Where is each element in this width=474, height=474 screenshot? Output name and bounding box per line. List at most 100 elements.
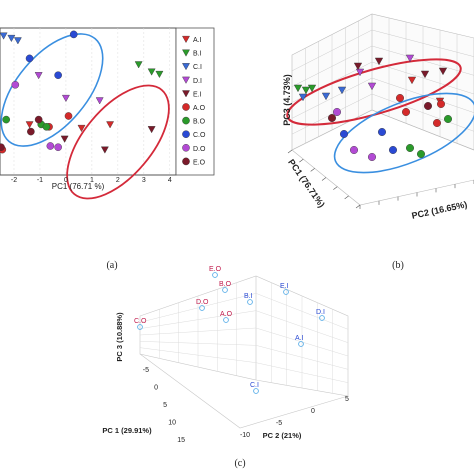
data-point bbox=[374, 57, 384, 66]
legend-label: B.O bbox=[193, 119, 206, 126]
data-point bbox=[100, 146, 109, 154]
x-tick-label: 15 bbox=[177, 437, 185, 444]
legend-marker bbox=[182, 103, 190, 111]
data-point bbox=[367, 82, 377, 91]
data-point bbox=[69, 30, 78, 39]
x-tick-label: 4 bbox=[168, 177, 172, 184]
data-point bbox=[319, 315, 325, 321]
data-point bbox=[328, 113, 337, 122]
data-point bbox=[368, 152, 377, 161]
x-tick-label: 2 bbox=[116, 177, 120, 184]
cluster-ellipse-red bbox=[66, 84, 170, 200]
legend-box bbox=[175, 27, 215, 176]
data-point bbox=[155, 70, 164, 79]
panel-c-z-axis-label: PC 3 (10.88%) bbox=[115, 312, 124, 362]
data-point bbox=[307, 84, 317, 93]
y-tick-label: -10 bbox=[240, 432, 250, 439]
data-point bbox=[54, 71, 62, 79]
data-point bbox=[350, 145, 359, 154]
data-point bbox=[298, 341, 304, 347]
panel-b: PC3 (4.73%) PC1 (76.71%) PC2 (16.65%) (b… bbox=[282, 13, 474, 271]
point-label: E.I bbox=[280, 283, 289, 290]
data-point bbox=[106, 121, 115, 129]
panel-c-caption: (c) bbox=[234, 458, 245, 469]
data-point bbox=[283, 289, 289, 295]
point-label: D.O bbox=[196, 299, 209, 306]
x-tick-label: -2 bbox=[11, 177, 17, 184]
data-point bbox=[301, 86, 311, 95]
x-tick-label: 10 bbox=[168, 420, 176, 427]
data-point bbox=[34, 72, 43, 80]
panel-b-x-axis-label: PC1 (76.71%) bbox=[286, 157, 327, 209]
legend-label: A.I bbox=[193, 37, 202, 44]
data-point bbox=[355, 68, 365, 77]
x-tick-label: 3 bbox=[142, 177, 146, 184]
data-point bbox=[253, 388, 259, 394]
panel-a-legend: A.I B.I C.I D.I E.I A.O B.O C.O D.O E.O bbox=[175, 27, 215, 176]
data-point bbox=[417, 149, 426, 158]
legend-marker bbox=[182, 76, 190, 84]
data-point bbox=[34, 115, 43, 124]
data-point bbox=[222, 287, 228, 293]
data-point bbox=[25, 121, 34, 129]
panel-a-caption: (a) bbox=[106, 260, 117, 271]
data-point bbox=[402, 107, 411, 116]
x-tick-label: -1 bbox=[37, 177, 43, 184]
data-point bbox=[337, 86, 347, 95]
data-point bbox=[77, 124, 86, 133]
panel-b-tick-marks bbox=[287, 149, 474, 209]
legend-marker bbox=[182, 90, 190, 98]
panel-a-x-axis-label: PC1 (76.71 %) bbox=[52, 182, 105, 191]
data-point bbox=[437, 99, 446, 108]
panel-a-x-ticks: -2 -1 0 1 2 3 4 bbox=[11, 177, 172, 184]
y-tick-label: -5 bbox=[276, 420, 282, 427]
data-point bbox=[0, 143, 5, 151]
data-point bbox=[321, 92, 331, 101]
panel-b-points bbox=[293, 54, 453, 161]
legend-label: E.O bbox=[193, 159, 206, 166]
panel-a: -2 -1 0 1 2 3 4 PC1 (76.71 %) A.IB.IC.ID.IE.IA… bbox=[0, 27, 215, 271]
data-point bbox=[13, 37, 22, 45]
x-tick-label: 0 bbox=[64, 177, 68, 184]
panel-b-y-axis-label: PC2 (16.65%) bbox=[411, 199, 468, 221]
data-point bbox=[147, 68, 156, 76]
data-point bbox=[438, 67, 448, 76]
data-point bbox=[247, 299, 253, 305]
point-label: A.O bbox=[220, 311, 233, 318]
data-point bbox=[11, 81, 20, 89]
data-point bbox=[2, 115, 10, 124]
data-point bbox=[54, 143, 62, 151]
data-point bbox=[137, 324, 143, 330]
legend-label: C.I bbox=[193, 64, 202, 71]
panel-a-ellipses bbox=[0, 33, 170, 200]
data-point bbox=[212, 272, 218, 278]
data-point bbox=[420, 70, 430, 79]
data-point bbox=[7, 34, 16, 43]
data-point bbox=[25, 54, 34, 63]
data-point bbox=[433, 118, 442, 127]
panel-b-z-axis-label: PC3 (4.73%) bbox=[282, 74, 292, 126]
data-point bbox=[46, 142, 55, 150]
data-point bbox=[444, 114, 453, 123]
panel-c-points: E.O B.O B.I E.I D.O C.O A.O D.I A.I C.I bbox=[134, 266, 325, 394]
point-label: D.I bbox=[316, 309, 325, 316]
data-point bbox=[64, 112, 73, 120]
panel-b-caption: (b) bbox=[392, 260, 404, 271]
data-point bbox=[95, 97, 104, 105]
legend-label: C.O bbox=[193, 132, 206, 139]
x-tick-label: -5 bbox=[143, 367, 149, 374]
data-point bbox=[0, 32, 8, 40]
x-tick-label: 0 bbox=[154, 385, 158, 392]
cluster-ellipse-red-3d bbox=[286, 58, 462, 126]
y-tick-label: 0 bbox=[311, 408, 315, 415]
data-point bbox=[42, 123, 51, 131]
data-point bbox=[293, 84, 303, 93]
y-tick-label: 5 bbox=[345, 396, 349, 403]
panel-c-y-axis-label: PC 2 (21%) bbox=[263, 431, 302, 440]
panel-b-ellipses bbox=[286, 58, 474, 174]
panel-c-gridlines bbox=[139, 282, 349, 394]
data-point bbox=[424, 101, 433, 110]
data-point bbox=[223, 317, 229, 323]
point-label: E.O bbox=[209, 266, 222, 273]
x-tick-label: 1 bbox=[90, 177, 94, 184]
